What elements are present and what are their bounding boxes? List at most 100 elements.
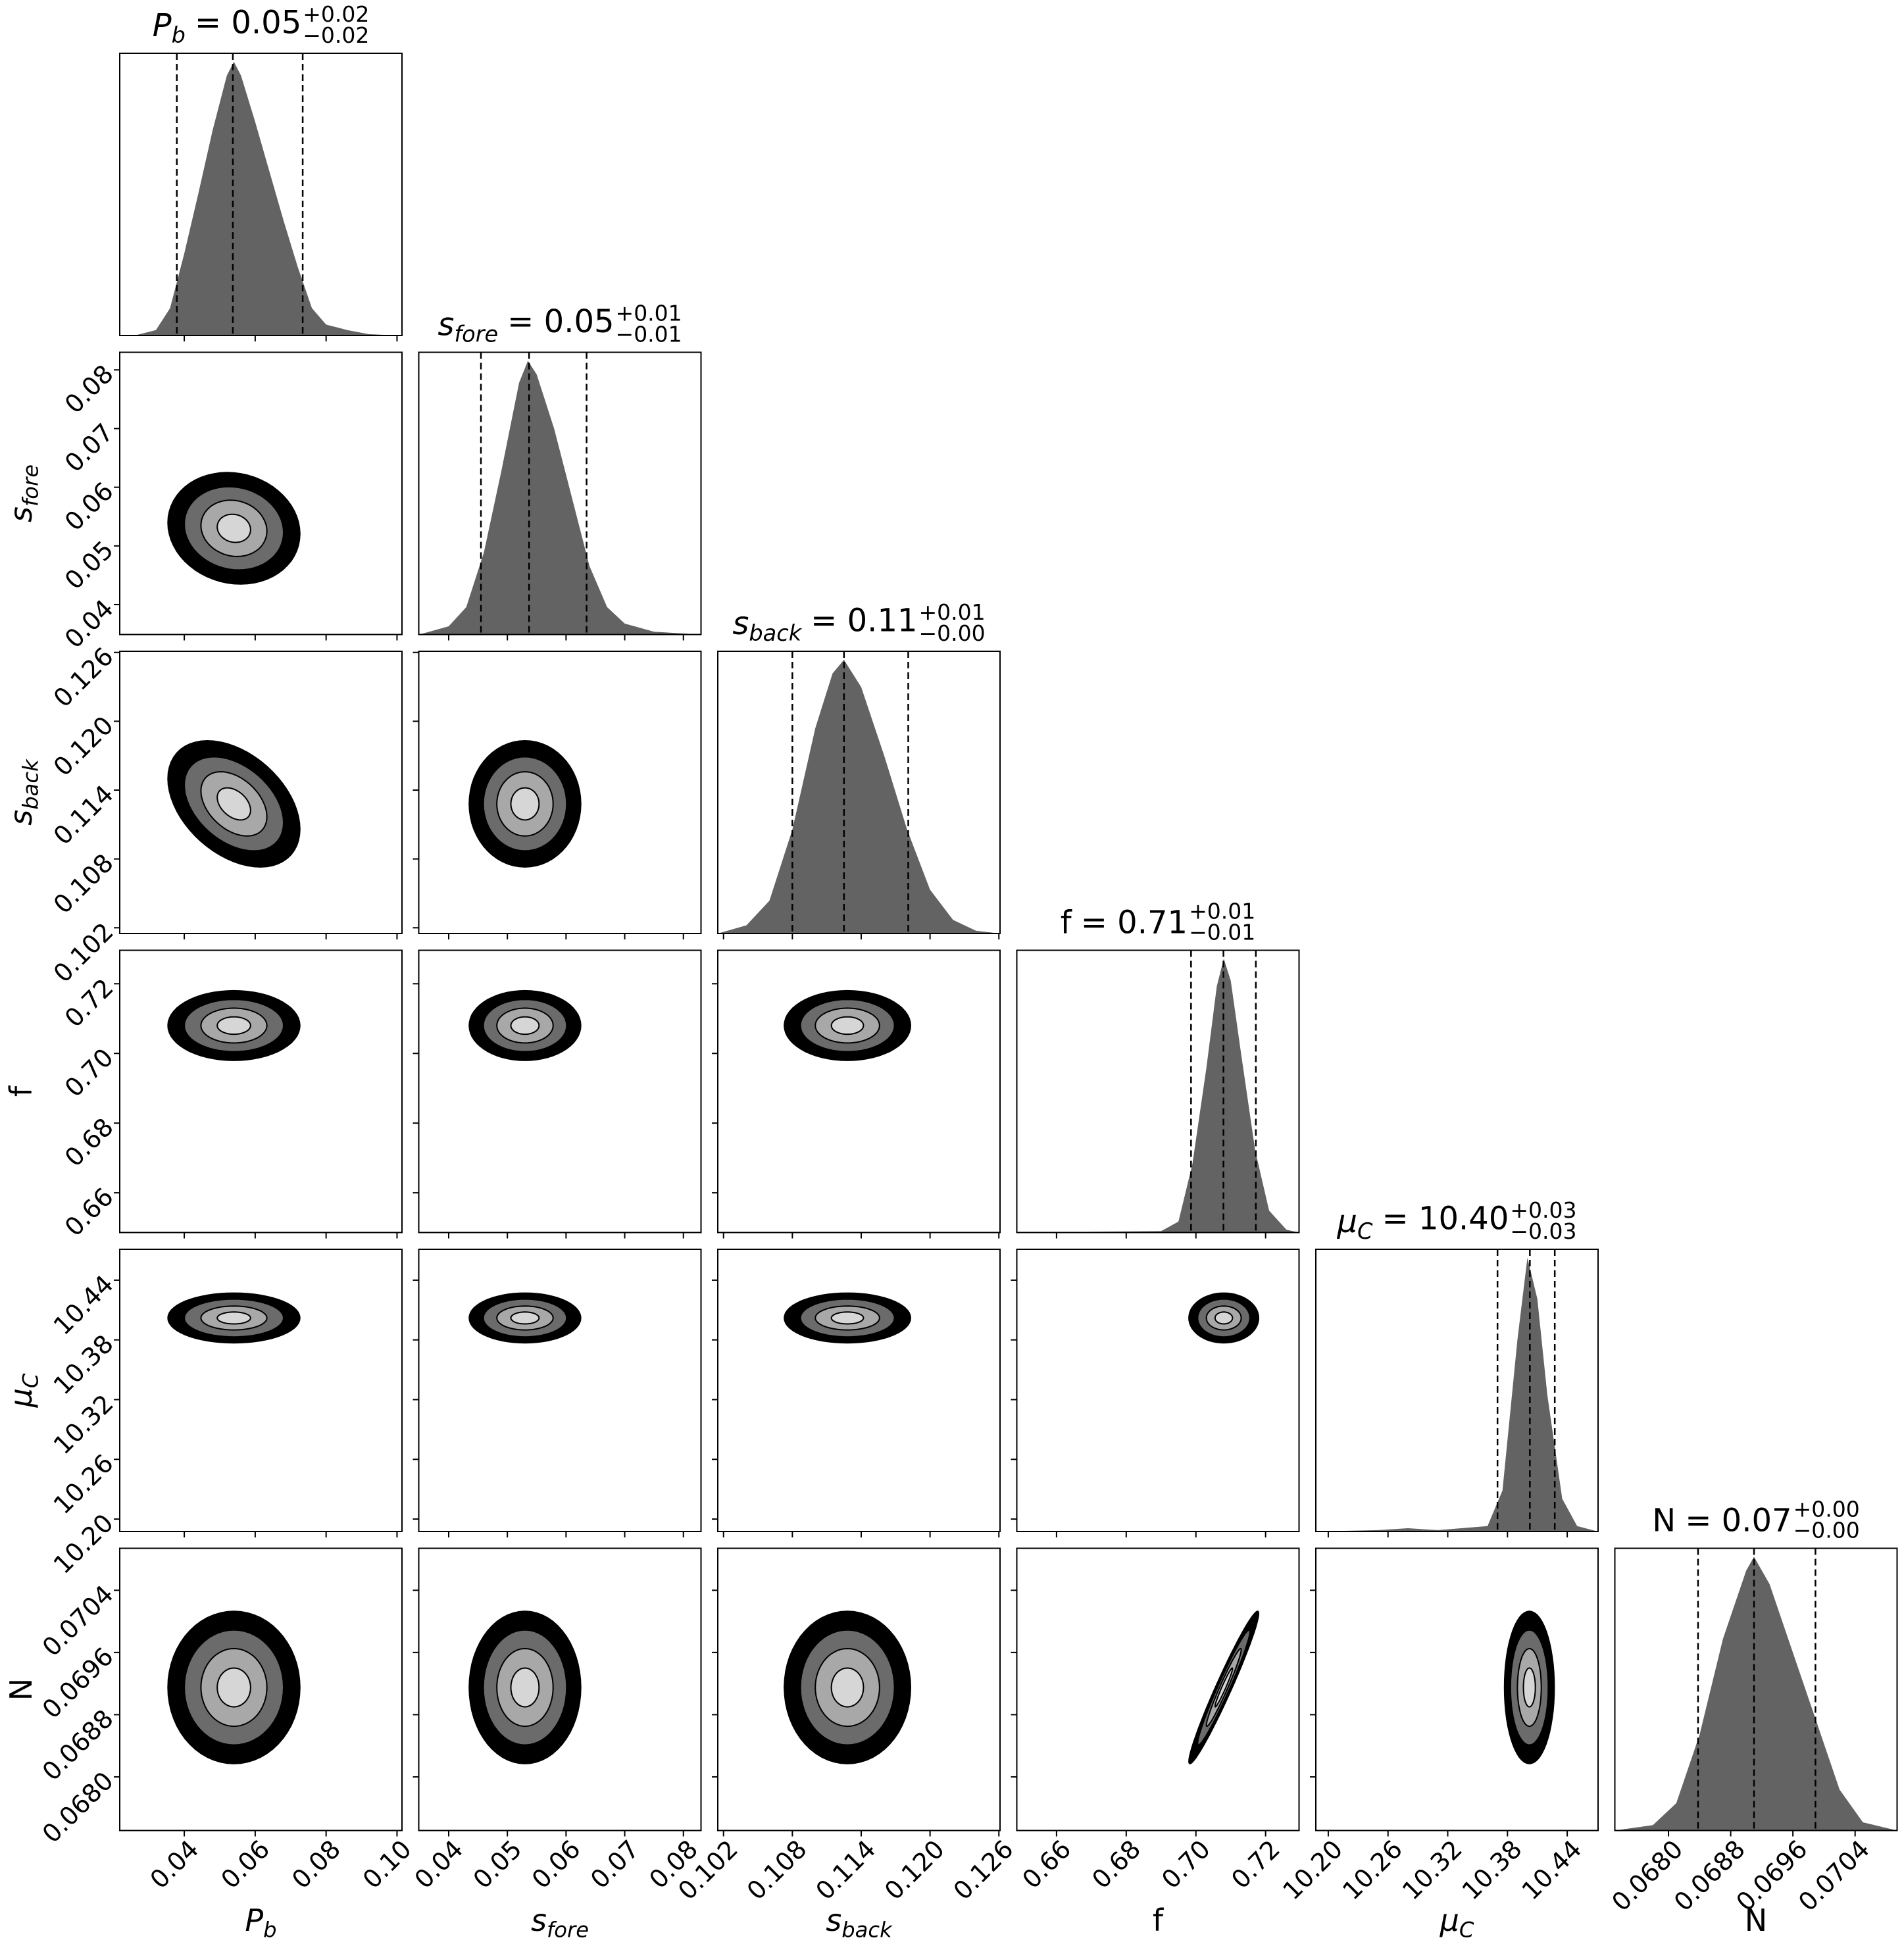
title-value: = 0.05 — [507, 303, 614, 340]
x-tick-label: 0.10 — [357, 1834, 417, 1894]
panel — [712, 1249, 1001, 1537]
panel-frame — [418, 1547, 702, 1832]
subscript: fore — [454, 322, 498, 347]
x-tick-label: 0.70 — [1156, 1834, 1216, 1894]
x-axis-label: Pb — [245, 1903, 276, 1943]
panel — [413, 1249, 702, 1537]
panel: N = 0.07 +0.00−0.000.06800.06880.06960.070… — [1606, 1497, 1898, 1917]
symbol: s — [732, 605, 749, 642]
panel-frame — [1016, 1547, 1300, 1832]
contour — [830, 1016, 864, 1035]
y-axis-label: μC — [3, 1373, 43, 1408]
subscript: fore — [547, 1918, 589, 1943]
y-tick-label: 0.05 — [59, 536, 119, 595]
x-tick-label: 0.04 — [409, 1834, 468, 1894]
subscript: C — [1357, 1218, 1373, 1244]
title-main: f = 0.71 — [1061, 905, 1188, 941]
contour — [510, 1667, 540, 1708]
y-tick-label: 0.0704 — [37, 1580, 119, 1662]
panel — [712, 949, 1001, 1239]
symbol: N — [1652, 1503, 1676, 1539]
histogram — [1316, 1257, 1598, 1532]
panel-frame — [119, 949, 403, 1234]
contour — [216, 1016, 251, 1035]
x-axis-label: f — [1153, 1903, 1165, 1938]
title-minus: −0.02 — [303, 22, 369, 48]
contour — [216, 787, 251, 821]
panel: 0.040.050.060.070.08 — [59, 351, 403, 654]
title-minus: −0.01 — [616, 322, 682, 347]
y-tick-label: 10.20 — [48, 1508, 119, 1580]
subscript: back — [749, 620, 802, 646]
title-minus: −0.00 — [1793, 1518, 1860, 1543]
symbol: s — [826, 1903, 841, 1938]
y-tick-label: 0.120 — [48, 710, 119, 782]
y-axis-label: N — [3, 1678, 39, 1701]
y-tick-label: 0.66 — [59, 1182, 119, 1242]
contour — [830, 1311, 864, 1325]
contour — [510, 1016, 540, 1035]
x-tick-label: 0.04 — [145, 1834, 205, 1894]
x-axis-label: sfore — [531, 1903, 589, 1943]
panel-title: N = 0.07 +0.00−0.00 — [1652, 1497, 1859, 1543]
contour — [216, 1311, 251, 1325]
symbol: N — [3, 1678, 39, 1701]
x-tick-label: 10.20 — [1277, 1834, 1348, 1905]
x-tick-label: 0.0704 — [1793, 1834, 1875, 1916]
y-tick-label: 10.26 — [48, 1449, 119, 1520]
y-axis-label: sfore — [3, 464, 43, 522]
histogram — [718, 659, 1000, 934]
subscript: back — [841, 1918, 893, 1943]
contour — [510, 787, 540, 821]
y-tick-label: 0.70 — [59, 1043, 119, 1103]
title-plus: +0.01 — [919, 599, 986, 625]
panel — [413, 949, 702, 1239]
title-minus: −0.01 — [1189, 920, 1255, 945]
x-tick-label: 0.114 — [810, 1834, 881, 1905]
panel-frame — [717, 1547, 1001, 1832]
panel-title: f = 0.71 +0.01−0.01 — [1061, 899, 1255, 945]
title-value: = 0.71 — [1081, 905, 1188, 941]
x-tick-label: 0.06 — [215, 1834, 275, 1894]
y-axis-label: f — [3, 1085, 39, 1097]
panel-title: sfore = 0.05 +0.01−0.01 — [438, 301, 682, 347]
y-axis-label: sback — [3, 759, 43, 826]
x-tick-label: 0.06 — [526, 1834, 586, 1894]
panel: μC = 10.40 +0.03−0.03 — [1315, 1197, 1599, 1537]
title-plus: +0.00 — [1793, 1497, 1860, 1522]
panel: 0.660.680.700.72 — [59, 949, 403, 1242]
y-tick-label: 0.08 — [59, 359, 119, 419]
contour — [1214, 1311, 1234, 1325]
subscript: b — [263, 1918, 276, 1943]
x-axis-label: N — [1745, 1903, 1767, 1938]
title-value: = 10.40 — [1382, 1201, 1509, 1237]
panel-title: Pb = 0.05 +0.02−0.02 — [153, 1, 370, 48]
y-tick-label: 0.102 — [48, 917, 119, 988]
panel: sback = 0.11 +0.01−0.00 — [717, 599, 1001, 939]
panel-frame — [1016, 949, 1300, 1234]
panel-frame — [418, 351, 702, 636]
title-minus: −0.03 — [1510, 1218, 1576, 1244]
contour — [216, 513, 251, 543]
x-tick-label: 0.07 — [585, 1834, 645, 1894]
x-tick-label: 0.108 — [741, 1834, 813, 1905]
symbol: μ — [1336, 1203, 1357, 1240]
panel-frame — [418, 949, 702, 1234]
contour — [510, 1311, 540, 1325]
histogram — [134, 61, 397, 336]
panel-frame — [717, 651, 1001, 934]
x-tick-label: 0.126 — [948, 1834, 1019, 1905]
subscript: C — [1459, 1918, 1474, 1943]
histogram — [419, 361, 701, 635]
y-tick-label: 10.32 — [48, 1389, 119, 1460]
x-tick-label: 0.68 — [1086, 1834, 1146, 1894]
panel-frame — [1315, 1249, 1599, 1532]
panel-frame — [1016, 1249, 1300, 1532]
panel: f = 0.71 +0.01−0.01 — [1016, 899, 1300, 1239]
